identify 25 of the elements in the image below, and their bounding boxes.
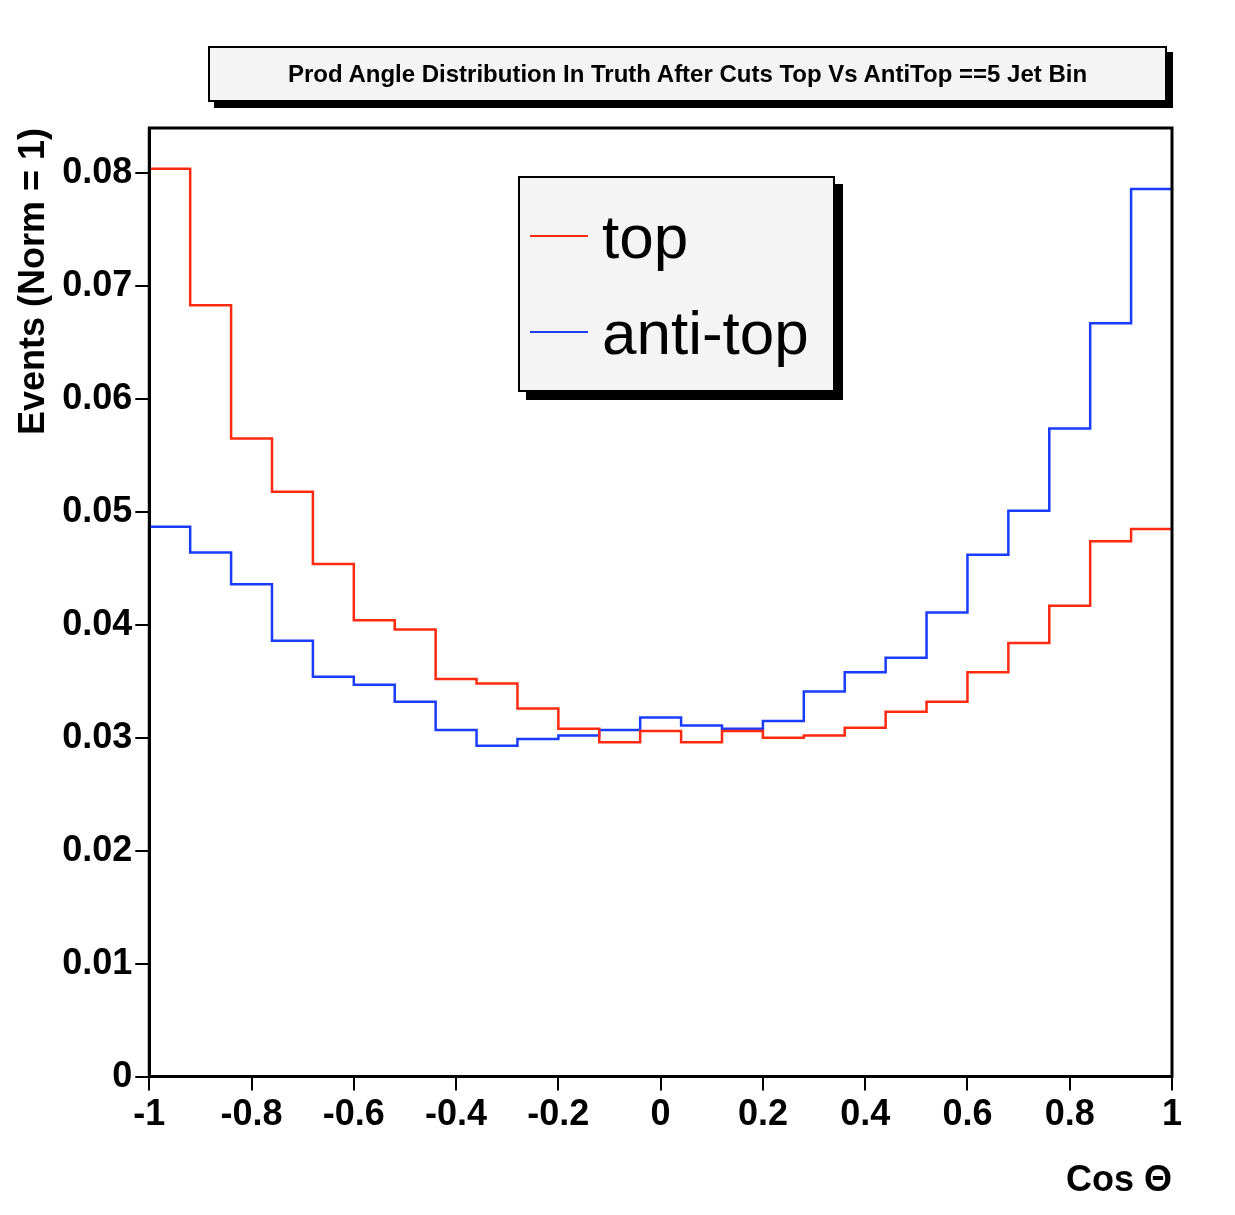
x-tick-label: 0.2: [737, 1092, 788, 1134]
x-tick-label: -0.6: [322, 1092, 385, 1134]
y-tick-label: 0.02: [62, 827, 133, 869]
legend-label: anti-top: [602, 296, 809, 368]
x-tick-label: 0.8: [1044, 1092, 1095, 1134]
x-tick-label: 1: [1161, 1092, 1183, 1134]
y-axis-title: Events (Norm = 1): [10, 128, 52, 436]
x-tick-label: -0.4: [425, 1092, 488, 1134]
legend-label: top: [602, 200, 689, 272]
x-axis-title: Cos Θ: [1065, 1158, 1172, 1200]
x-tick-label: -0.2: [527, 1092, 590, 1134]
x-tick-label: 0.6: [942, 1092, 993, 1134]
chart-title: Prod Angle Distribution In Truth After Cuts Top Vs AntiTop ==5 Jet Bin: [208, 46, 1167, 102]
x-tick-label: 0: [650, 1092, 671, 1134]
y-tick-label: 0: [112, 1053, 133, 1095]
y-tick-label: 0.04: [62, 601, 133, 643]
y-tick-label: 0.06: [62, 375, 133, 417]
y-tick-label: 0.08: [62, 150, 133, 192]
x-tick-label: -0.8: [220, 1092, 283, 1134]
y-tick-label: 0.05: [62, 488, 133, 530]
x-tick-label: 0.4: [840, 1092, 891, 1134]
x-tick-label: -1: [133, 1092, 166, 1134]
y-tick-label: 0.01: [62, 940, 133, 982]
y-tick-label: 0.03: [62, 714, 133, 756]
y-tick-label: 0.07: [62, 263, 133, 305]
